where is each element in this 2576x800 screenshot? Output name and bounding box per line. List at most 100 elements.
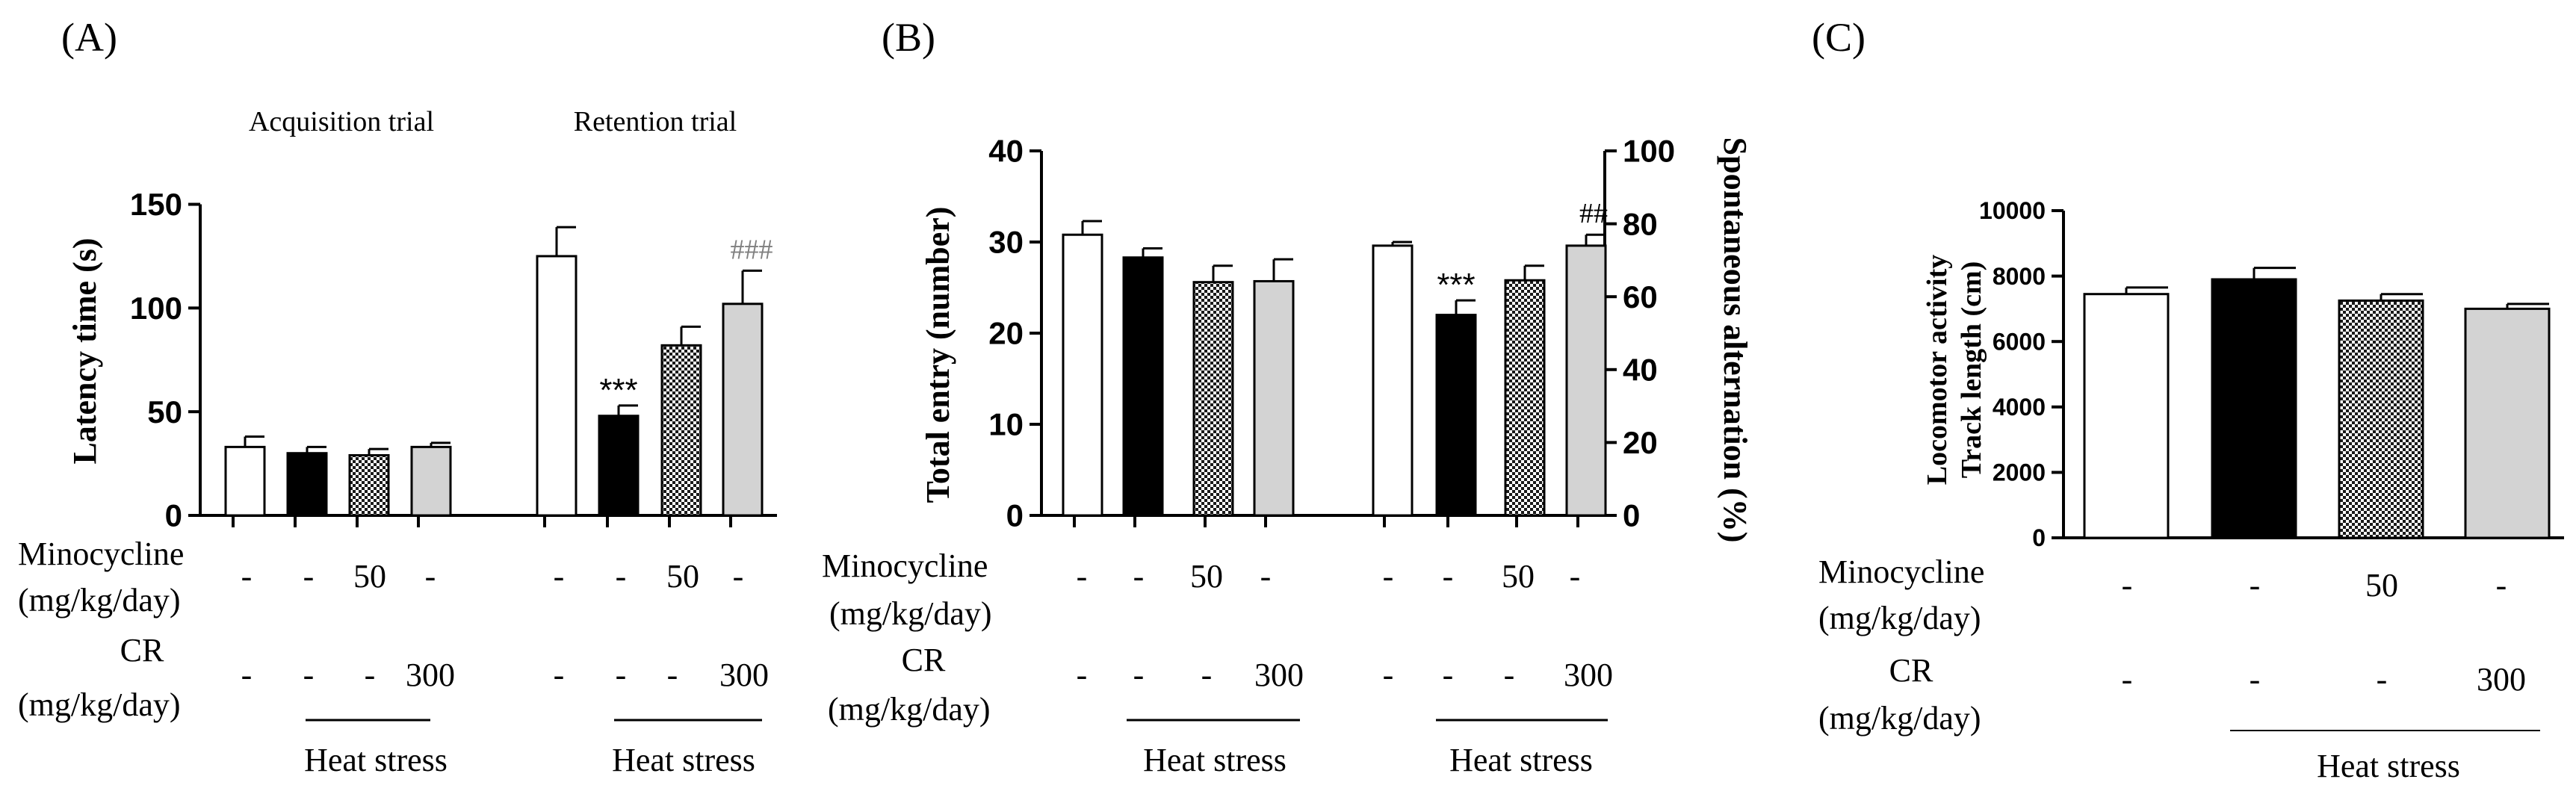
panel-c-y-tick-label: 4000 bbox=[1993, 394, 2046, 421]
panel-c-mino-4: - bbox=[2496, 567, 2507, 604]
panel-b-mino-entry-1: - bbox=[1077, 558, 1088, 595]
panel-a-cr-label-line2: (mg/kg/day) bbox=[18, 686, 181, 723]
panel-a-group-title-retention: Retention trial bbox=[574, 106, 737, 137]
panel-b-mino-entry-2: - bbox=[1133, 558, 1145, 595]
panel-c-cr-3: - bbox=[2377, 661, 2388, 698]
panel-b-mino-entry-4: - bbox=[1260, 558, 1272, 595]
panel-a-mino-ret-4: - bbox=[733, 558, 744, 595]
panel-c-y-tick-label: 8000 bbox=[1993, 263, 2046, 290]
panel-b-plot: 0 10 20 30 40 0 20 40 60 80 100 *** ## bbox=[988, 134, 1675, 533]
panel-b-y-left-tick-label: 10 bbox=[988, 407, 1024, 442]
panel-b-mino-entry-3: 50 bbox=[1190, 558, 1223, 595]
panel-b-cr-entry-4: 300 bbox=[1254, 657, 1304, 693]
panel-a-g0-b2-bar bbox=[348, 453, 390, 517]
panel-b-y-axis-title: Total entry (number) bbox=[920, 207, 956, 503]
panel-a-mino-acq-4: - bbox=[425, 558, 436, 595]
panel-b-y-right-tick-label: 80 bbox=[1623, 206, 1658, 241]
panel-b-cr-label-line2: (mg/kg/day) bbox=[828, 691, 991, 728]
panel-c-y-tick-label: 0 bbox=[2032, 524, 2046, 551]
panel-a-cr-label-line1: CR bbox=[120, 632, 164, 669]
panel-c-cr-4: 300 bbox=[2477, 661, 2526, 698]
panel-c-plot: 0 2000 4000 6000 8000 10000 bbox=[1979, 197, 2564, 551]
panel-a-minocycline-label-line1: Minocycline bbox=[18, 536, 184, 572]
panel-a-g1-b1-annotation: *** bbox=[599, 372, 637, 409]
panel-a-plot: 0 50 100 150 *** ### bbox=[130, 187, 777, 533]
panel-b-minocycline-label-line1: Minocycline bbox=[822, 548, 988, 584]
panel-b-g0-b2-bar bbox=[1192, 281, 1234, 517]
panel-c-y-tick-label: 2000 bbox=[1993, 459, 2046, 486]
panel-c-minocycline-label-line1: Minocycline bbox=[1818, 554, 1984, 590]
panel-b-g1-b3-bar bbox=[1565, 244, 1607, 517]
panel-b-y-left-tick-label: 20 bbox=[988, 316, 1024, 351]
panel-c-b3-bar bbox=[2464, 307, 2551, 539]
panel-a-cr-acq-4: 300 bbox=[406, 657, 455, 693]
panel-a-minocycline-label-line2: (mg/kg/day) bbox=[18, 582, 181, 618]
panel-b-heat-stress-label-1: Heat stress bbox=[1143, 742, 1287, 778]
panel-b-y-right-tick-label: 0 bbox=[1623, 498, 1640, 533]
panel-b-label: (B) bbox=[882, 15, 935, 60]
panel-a-cr-acq-2: - bbox=[303, 657, 315, 693]
panel-a-g0-b1-bar bbox=[286, 452, 328, 517]
panel-c-label: (C) bbox=[1812, 15, 1866, 60]
panel-b-g1-b3-annotation: ## bbox=[1579, 198, 1608, 229]
panel-a-y-axis-title: Latency time (s) bbox=[66, 238, 103, 464]
panel-b-g1-b1-bar bbox=[1435, 314, 1477, 517]
panel-b-g1-b2-bar bbox=[1504, 279, 1546, 517]
panel-a: (A) Acquisition trial Retention trial La… bbox=[18, 15, 777, 778]
panel-b-mino-alt-3: 50 bbox=[1502, 558, 1535, 595]
panel-c-b1-bar bbox=[2211, 278, 2297, 539]
panel-b-y-right-tick-label: 40 bbox=[1623, 353, 1658, 388]
panel-b-cr-alt-3: - bbox=[1504, 657, 1515, 693]
panel-c-cr-label-line2: (mg/kg/day) bbox=[1818, 700, 1981, 737]
panel-b-y-left-tick-label: 0 bbox=[1006, 498, 1024, 533]
panel-c-mino-2: - bbox=[2250, 567, 2261, 604]
panel-c-y-axis-title-line1: Locomotor activity bbox=[1922, 255, 1953, 486]
panel-a-group-title-acquisition: Acquisition trial bbox=[249, 106, 434, 137]
panel-c-cr-label-line1: CR bbox=[1889, 652, 1933, 689]
panel-c-b2-bar bbox=[2338, 299, 2424, 539]
panel-a-mino-ret-2: - bbox=[616, 558, 627, 595]
panel-b-g1-b0-bar bbox=[1372, 244, 1414, 517]
panel-c-y-tick-label: 10000 bbox=[1979, 197, 2046, 224]
panel-b-mino-alt-4: - bbox=[1570, 558, 1581, 595]
panel-b-y-left-tick-label: 40 bbox=[988, 134, 1024, 169]
panel-b-y2-axis-title: Spontaneous alternation (%) bbox=[1717, 137, 1753, 543]
panel-b-y-right-tick-label: 20 bbox=[1623, 425, 1658, 460]
panel-c-b0-bar bbox=[2083, 293, 2170, 539]
panel-b-cr-entry-3: - bbox=[1201, 657, 1213, 693]
panel-a-y-tick-label: 150 bbox=[130, 187, 182, 222]
panel-b-cr-entry-2: - bbox=[1133, 657, 1145, 693]
panel-c-cr-2: - bbox=[2250, 661, 2261, 698]
panel-b-cr-alt-1: - bbox=[1383, 657, 1394, 693]
panel-a-g0-b0-bar bbox=[224, 445, 266, 517]
panel-c: (C) Locomotor activity Track length (cm)… bbox=[1812, 15, 2564, 784]
panel-c-mino-3: 50 bbox=[2365, 567, 2398, 604]
panel-c-heat-stress-label: Heat stress bbox=[2317, 748, 2460, 784]
panel-b-mino-alt-1: - bbox=[1383, 558, 1394, 595]
panel-a-y-tick-label: 100 bbox=[130, 291, 182, 326]
panel-a-cr-ret-2: - bbox=[616, 657, 627, 693]
panel-a-mino-ret-3: 50 bbox=[666, 558, 699, 595]
panel-b-cr-alt-2: - bbox=[1443, 657, 1454, 693]
panel-a-y-tick-label: 0 bbox=[165, 498, 182, 533]
panel-a-mino-acq-1: - bbox=[241, 558, 253, 595]
panel-a-mino-acq-2: - bbox=[303, 558, 315, 595]
panel-a-y-tick-label: 50 bbox=[147, 394, 182, 430]
panel-a-label: (A) bbox=[61, 15, 117, 60]
panel-c-y-tick-label: 6000 bbox=[1993, 328, 2046, 355]
panel-a-g1-b3-annotation: ### bbox=[731, 234, 773, 265]
panel-b-minocycline-label-line2: (mg/kg/day) bbox=[829, 595, 992, 632]
panel-b-cr-alt-4: 300 bbox=[1564, 657, 1613, 693]
panel-a-cr-ret-1: - bbox=[554, 657, 565, 693]
panel-c-minocycline-label-line2: (mg/kg/day) bbox=[1818, 600, 1981, 636]
panel-b-y-right-tick-label: 100 bbox=[1623, 134, 1675, 169]
panel-a-cr-acq-3: - bbox=[365, 657, 376, 693]
panel-b-heat-stress-label-2: Heat stress bbox=[1449, 742, 1593, 778]
panel-a-g1-b0-bar bbox=[536, 255, 578, 517]
panel-b-g0-b3-bar bbox=[1253, 279, 1295, 517]
panel-a-g1-b3-bar bbox=[722, 303, 764, 517]
panel-a-mino-ret-1: - bbox=[554, 558, 565, 595]
panel-a-g1-b2-bar bbox=[660, 344, 702, 517]
